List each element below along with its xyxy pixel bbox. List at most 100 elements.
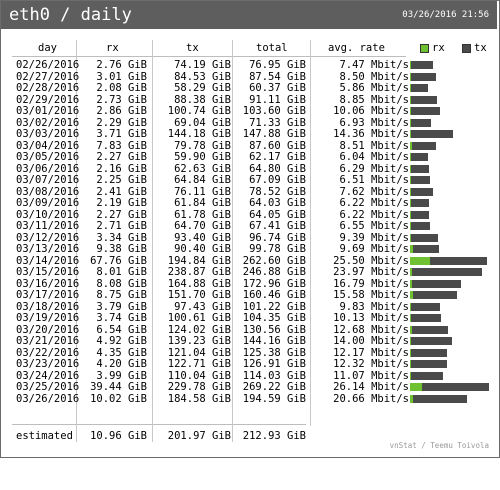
header-divider bbox=[12, 56, 406, 57]
day-cell: 02/28/2016 bbox=[16, 82, 80, 94]
rx-bar bbox=[410, 142, 412, 150]
tx-cell: 184.58 GiB bbox=[167, 393, 231, 405]
rx-cell: 9.38 GiB bbox=[96, 243, 147, 255]
timestamp: 03/26/2016 21:56 bbox=[402, 10, 489, 20]
day-cell: 03/14/2016 bbox=[16, 255, 80, 267]
rx-cell: 10.02 GiB bbox=[90, 393, 147, 405]
rx-cell: 4.20 GiB bbox=[96, 358, 147, 370]
table-row: 03/09/2016 2.19 GiB 61.84 GiB 64.03 GiB 6.22… bbox=[0, 197, 500, 209]
tx-bar bbox=[410, 153, 428, 161]
total-cell: 194.59 GiB bbox=[242, 393, 306, 405]
table-row: 03/06/2016 2.16 GiB 62.63 GiB 64.80 GiB 6.29… bbox=[0, 163, 500, 175]
avg-rate-cell: 8.85 Mbit/s bbox=[339, 94, 409, 106]
tx-cell: 121.04 GiB bbox=[167, 347, 231, 359]
table-row: 03/07/2016 2.25 GiB 64.84 GiB 67.09 GiB 6.51… bbox=[0, 174, 500, 186]
rx-cell: 2.27 GiB bbox=[96, 209, 147, 221]
column-divider-1 bbox=[76, 40, 77, 442]
tx-cell: 100.61 GiB bbox=[167, 312, 231, 324]
rx-bar bbox=[410, 372, 411, 380]
tx-bar bbox=[410, 130, 453, 138]
total-cell: 64.03 GiB bbox=[249, 197, 306, 209]
tx-cell: 76.11 GiB bbox=[174, 186, 231, 198]
legend-tx-label: tx bbox=[474, 42, 487, 54]
column-header-tx: tx bbox=[186, 42, 199, 54]
avg-rate-cell: 14.36 Mbit/s bbox=[333, 128, 409, 140]
total-cell: 76.95 GiB bbox=[249, 59, 306, 71]
day-cell: 03/03/2016 bbox=[16, 128, 80, 140]
avg-rate-cell: 12.68 Mbit/s bbox=[333, 324, 409, 336]
avg-rate-cell: 6.51 Mbit/s bbox=[339, 174, 409, 186]
rx-cell: 3.01 GiB bbox=[96, 71, 147, 83]
tx-cell: 64.70 GiB bbox=[174, 220, 231, 232]
table-row: 03/01/2016 2.86 GiB 100.74 GiB 103.60 GiB 10… bbox=[0, 105, 500, 117]
tx-bar bbox=[410, 107, 440, 115]
total-cell: 269.22 GiB bbox=[242, 381, 306, 393]
tx-bar bbox=[410, 395, 467, 403]
rx-bar bbox=[410, 165, 411, 173]
avg-rate-cell: 10.06 Mbit/s bbox=[333, 105, 409, 117]
table-row: 03/18/2016 3.79 GiB 97.43 GiB 101.22 GiB 9.8… bbox=[0, 301, 500, 313]
day-cell: 03/16/2016 bbox=[16, 278, 80, 290]
avg-rate-cell: 12.17 Mbit/s bbox=[333, 347, 409, 359]
tx-bar bbox=[410, 303, 440, 311]
total-cell: 114.03 GiB bbox=[242, 370, 306, 382]
day-cell: 03/11/2016 bbox=[16, 220, 80, 232]
avg-rate-cell: 6.22 Mbit/s bbox=[339, 209, 409, 221]
tx-cell: 194.84 GiB bbox=[167, 255, 231, 267]
table-row: 03/25/2016 39.44 GiB 229.78 GiB 269.22 GiB 2… bbox=[0, 381, 500, 393]
rx-bar bbox=[410, 96, 411, 104]
day-cell: 02/27/2016 bbox=[16, 71, 80, 83]
table-row: 03/11/2016 2.71 GiB 64.70 GiB 67.41 GiB 6.55… bbox=[0, 220, 500, 232]
total-cell: 125.38 GiB bbox=[242, 347, 306, 359]
table-row: 03/12/2016 3.34 GiB 93.40 GiB 96.74 GiB 9.39… bbox=[0, 232, 500, 244]
table-row: 03/14/2016 67.76 GiB 194.84 GiB 262.60 GiB 2… bbox=[0, 255, 500, 267]
tx-bar bbox=[410, 280, 461, 288]
rx-cell: 4.92 GiB bbox=[96, 335, 147, 347]
avg-rate-cell: 12.32 Mbit/s bbox=[333, 358, 409, 370]
table-row: 03/17/2016 8.75 GiB 151.70 GiB 160.46 GiB 15… bbox=[0, 289, 500, 301]
tx-bar bbox=[410, 383, 489, 391]
rx-bar bbox=[410, 211, 411, 219]
footer-credit: vnStat / Teemu Toivola bbox=[389, 441, 489, 450]
rx-bar bbox=[410, 395, 413, 403]
avg-rate-cell: 6.29 Mbit/s bbox=[339, 163, 409, 175]
tx-bar bbox=[410, 291, 457, 299]
rx-cell: 2.08 GiB bbox=[96, 82, 147, 94]
avg-rate-cell: 15.58 Mbit/s bbox=[333, 289, 409, 301]
column-header-total: total bbox=[256, 42, 288, 54]
rx-bar bbox=[410, 349, 411, 357]
column-header-day: day bbox=[38, 42, 57, 54]
rx-cell: 6.54 GiB bbox=[96, 324, 147, 336]
rx-bar bbox=[410, 314, 411, 322]
table-row: 02/26/2016 2.76 GiB 74.19 GiB 76.95 GiB 7.47… bbox=[0, 59, 500, 71]
rx-bar bbox=[410, 222, 411, 230]
total-cell: 64.80 GiB bbox=[249, 163, 306, 175]
tx-bar bbox=[410, 372, 443, 380]
rx-bar bbox=[410, 280, 412, 288]
avg-rate-cell: 10.13 Mbit/s bbox=[333, 312, 409, 324]
table-row: 03/21/2016 4.92 GiB 139.23 GiB 144.16 GiB 14… bbox=[0, 335, 500, 347]
rx-cell: 2.16 GiB bbox=[96, 163, 147, 175]
total-cell: 99.78 GiB bbox=[249, 243, 306, 255]
rx-cell: 67.76 GiB bbox=[90, 255, 147, 267]
day-cell: 03/17/2016 bbox=[16, 289, 80, 301]
avg-rate-cell: 23.97 Mbit/s bbox=[333, 266, 409, 278]
day-cell: 03/15/2016 bbox=[16, 266, 80, 278]
tx-bar bbox=[410, 199, 429, 207]
tx-cell: 151.70 GiB bbox=[167, 289, 231, 301]
rx-cell: 8.01 GiB bbox=[96, 266, 147, 278]
table-row: 03/03/2016 3.71 GiB 144.18 GiB 147.88 GiB 14… bbox=[0, 128, 500, 140]
estimated-divider bbox=[12, 424, 306, 425]
rx-cell: 3.99 GiB bbox=[96, 370, 147, 382]
day-cell: 03/23/2016 bbox=[16, 358, 80, 370]
day-cell: 02/26/2016 bbox=[16, 59, 80, 71]
tx-cell: 90.40 GiB bbox=[174, 243, 231, 255]
tx-bar bbox=[410, 84, 428, 92]
avg-rate-cell: 20.66 Mbit/s bbox=[333, 393, 409, 405]
day-cell: 03/20/2016 bbox=[16, 324, 80, 336]
tx-cell: 88.38 GiB bbox=[174, 94, 231, 106]
tx-cell: 74.19 GiB bbox=[174, 59, 231, 71]
rx-cell: 2.29 GiB bbox=[96, 117, 147, 129]
rx-cell: 3.71 GiB bbox=[96, 128, 147, 140]
avg-rate-cell: 7.47 Mbit/s bbox=[339, 59, 409, 71]
